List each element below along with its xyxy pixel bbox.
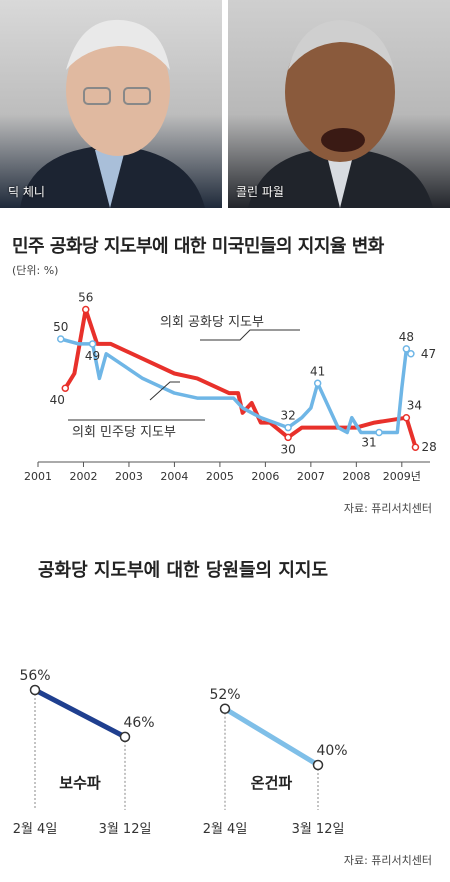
data-point [411,443,420,451]
data-point [29,684,41,696]
series-name-republican: 의회 공화당 지도부 [160,315,264,330]
chart1-source: 자료: 퓨리서치센터 [343,502,432,515]
chart1-title: 민주 공화당 지도부에 대한 미국민들의 지지율 변화 [12,236,384,257]
x-tick-label: 2009년 [383,470,421,483]
caption-left: 딕 체니 [8,185,45,199]
series-name-democrat: 의회 민주당 지도부 [72,425,176,440]
data-label: 46% [123,715,154,731]
data-point [61,384,70,392]
data-label: 28 [421,440,436,454]
data-point [82,305,90,314]
x-tick-label: 2002 [69,470,97,483]
category-label: 3월 12일 [99,822,152,837]
data-label: 52% [209,687,240,703]
x-tick-label: 2005 [206,470,234,483]
portrait-illustration [248,20,433,208]
data-point [402,345,411,353]
data-label: 31 [361,435,376,449]
chart1-plot: 2001 2002 2003 2004 2005 2006 2007 2008 2009년 40 5… [24,291,437,483]
data-point [119,731,131,743]
category-label: 3월 12일 [292,822,345,837]
x-tick-label: 2008 [342,470,370,483]
data-label: 30 [280,442,295,456]
data-label: 47 [421,347,436,361]
photo-colin-powell: 콜린 파월 [228,0,450,208]
x-tick-label: 2003 [115,470,143,483]
data-label: 34 [407,399,422,413]
data-label: 40 [50,393,65,407]
category-label: 2월 4일 [13,822,58,837]
data-label: 49 [85,349,100,363]
data-point [407,350,415,358]
data-point [313,379,322,388]
x-tick-label: 2006 [251,470,279,483]
series-line-democrat [60,337,413,435]
portrait-illustration [20,19,205,208]
data-label: 32 [280,409,295,423]
data-point [402,413,411,422]
annotation-leader [200,329,300,341]
x-tick-label: 2007 [297,470,325,483]
data-point [284,433,292,442]
series-name: 온건파 [251,774,293,792]
annotation-leader [149,381,180,401]
data-label: 48 [399,330,414,344]
data-point [88,340,97,348]
data-label: 40% [316,743,347,759]
caption-right: 콜린 파월 [236,185,284,199]
data-label: 50 [53,320,68,334]
data-point [284,423,292,432]
category-label: 2월 4일 [203,822,248,837]
data-point [219,703,231,714]
chart2-source: 자료: 퓨리서치센터 [343,854,432,867]
data-label: 56% [19,668,50,684]
chart2-plot: 56% 46% 보수파 2월 4일 3월 12일 52% 40% 온건파 2월 4일 3월 12일 [13,668,348,837]
series-line-conservative [32,687,128,740]
x-tick-label: 2001 [24,470,52,483]
data-label: 56 [78,291,93,305]
photo-dick-cheney: 딕 체니 [0,0,222,208]
chart2-title: 공화당 지도부에 대한 당원들의 지지도 [38,560,329,581]
series-line-republican [63,307,418,448]
data-point [375,428,383,437]
data-label: 41 [310,364,325,378]
series-line-moderate [222,706,321,768]
data-point [312,759,324,771]
chart1-unit: (단위: %) [12,264,59,277]
series-name: 보수파 [59,774,101,792]
data-point [56,335,65,343]
x-tick-label: 2004 [160,470,188,483]
